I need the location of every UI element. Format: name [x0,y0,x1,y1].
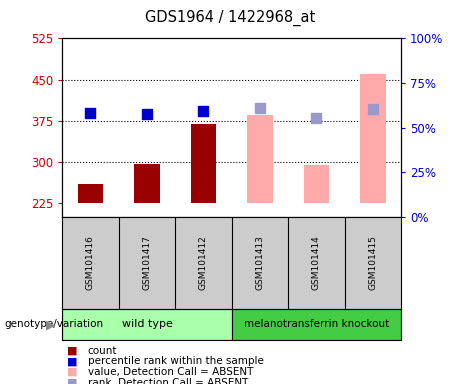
Bar [231,309,401,340]
Bar [360,74,385,203]
Text: GSM101417: GSM101417 [142,236,152,290]
Point [369,106,377,113]
Text: ■: ■ [67,378,77,384]
Point [256,104,264,111]
Text: GSM101416: GSM101416 [86,236,95,290]
Text: ■: ■ [67,346,77,356]
Text: GSM101414: GSM101414 [312,236,321,290]
Point [87,109,94,116]
Text: ■: ■ [67,356,77,366]
Text: GSM101415: GSM101415 [368,236,378,290]
Bar [304,165,329,203]
Bar [247,115,272,203]
Point [143,111,151,117]
Text: GSM101412: GSM101412 [199,236,208,290]
Text: value, Detection Call = ABSENT: value, Detection Call = ABSENT [88,367,253,377]
Bar [62,309,231,340]
Text: GDS1964 / 1422968_at: GDS1964 / 1422968_at [145,10,316,26]
Text: rank, Detection Call = ABSENT: rank, Detection Call = ABSENT [88,378,248,384]
Text: GSM101413: GSM101413 [255,236,265,290]
Text: percentile rank within the sample: percentile rank within the sample [88,356,264,366]
Bar [78,184,103,203]
Text: genotype/variation: genotype/variation [5,319,104,329]
Text: ■: ■ [67,367,77,377]
Text: wild type: wild type [122,319,172,329]
Bar [191,124,216,203]
Point [200,108,207,114]
Point [313,114,320,121]
Text: melanotransferrin knockout: melanotransferrin knockout [244,319,389,329]
Text: ▶: ▶ [46,318,55,331]
Bar [134,164,160,203]
Bar [304,165,329,203]
Text: count: count [88,346,117,356]
